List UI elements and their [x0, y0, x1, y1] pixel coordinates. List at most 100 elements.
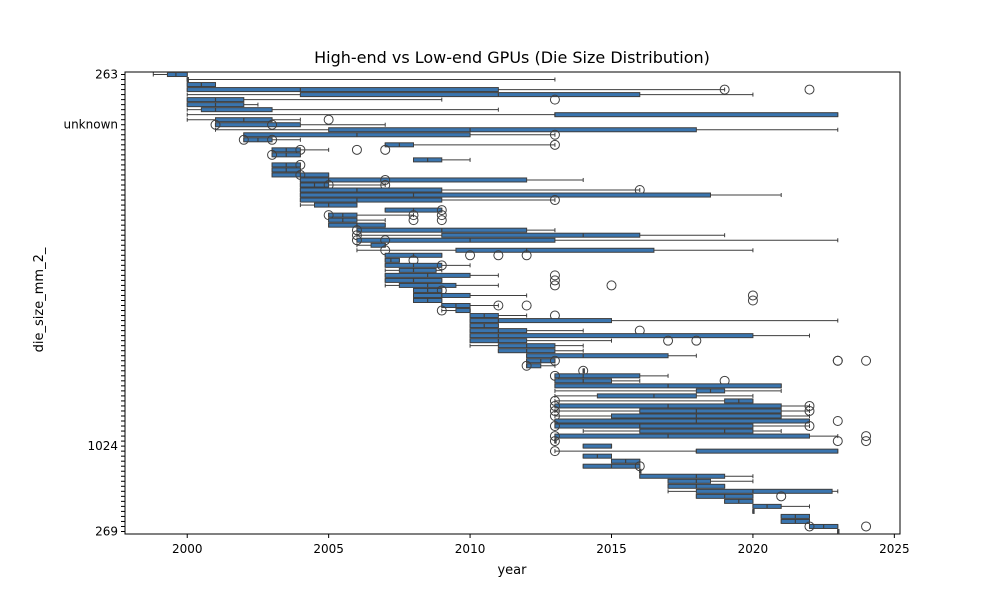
- box-17: [413, 157, 471, 163]
- outlier-point: [549, 421, 560, 432]
- box-33: [351, 235, 839, 246]
- outlier-point: [465, 250, 476, 261]
- box-iqr: [215, 122, 301, 128]
- outlier-point: [747, 295, 758, 306]
- outlier-point: [436, 215, 447, 226]
- box-86: [752, 503, 810, 509]
- x-tick-label-2010: 2010: [455, 542, 486, 556]
- box-iqr: [469, 333, 754, 339]
- x-tick-label-2025: 2025: [879, 542, 910, 556]
- box-26: [299, 202, 358, 208]
- outlier-point: [521, 360, 532, 371]
- box-27: [384, 205, 447, 216]
- box-iqr: [695, 488, 833, 494]
- box-63: [554, 388, 782, 394]
- box-64: [554, 393, 754, 399]
- outlier-point: [832, 436, 843, 447]
- x-tick-label-2005: 2005: [313, 542, 344, 556]
- box-13: [238, 134, 301, 145]
- box-85: [724, 498, 754, 504]
- outlier-point: [861, 355, 872, 366]
- outlier-point: [549, 139, 560, 150]
- outlier-point: [861, 436, 872, 447]
- box-81: [667, 478, 754, 484]
- box-iqr: [299, 192, 711, 198]
- outlier-point: [804, 521, 815, 532]
- box-73: [549, 436, 872, 447]
- outlier-point: [606, 280, 617, 291]
- outlier-point: [267, 149, 278, 160]
- box-11: [215, 127, 839, 133]
- box-83: [667, 488, 839, 494]
- box-iqr: [554, 373, 641, 379]
- box-87: [752, 508, 755, 514]
- outlier-point: [549, 275, 560, 286]
- box-19: [271, 167, 301, 173]
- box-39: [384, 267, 443, 273]
- box-82: [667, 483, 726, 489]
- outlier-point: [549, 280, 560, 291]
- outlier-point: [832, 416, 843, 427]
- box-41: [384, 275, 560, 286]
- outlier-point: [549, 129, 560, 140]
- chart-title: High-end vs Low-end GPUs (Die Size Distr…: [314, 48, 710, 67]
- box-iqr: [639, 428, 754, 434]
- box-9: [186, 114, 334, 125]
- box-40: [384, 270, 560, 281]
- box-iqr: [554, 418, 810, 424]
- box-76: [582, 453, 612, 459]
- box-61: [554, 375, 730, 386]
- box-74: [582, 443, 613, 449]
- box-22: [299, 179, 391, 190]
- x-axis-label: year: [497, 563, 527, 578]
- box-55: [497, 348, 584, 354]
- outlier-point: [663, 335, 674, 346]
- outlier-point: [267, 134, 278, 145]
- box-iqr: [639, 408, 782, 414]
- box-21: [299, 174, 584, 185]
- box-iqr: [186, 87, 499, 93]
- boxes-group: [152, 72, 872, 534]
- outlier-point: [238, 134, 249, 145]
- y-tick-label: 269: [95, 524, 118, 538]
- outlier-point: [408, 210, 419, 221]
- outlier-point: [549, 446, 560, 457]
- box-90: [804, 521, 872, 532]
- outlier-point: [323, 114, 334, 125]
- outlier-point: [436, 305, 447, 316]
- box-67: [549, 405, 815, 416]
- box-iqr: [166, 72, 188, 78]
- box-iqr: [469, 318, 612, 324]
- box-iqr: [441, 232, 641, 238]
- box-iqr: [596, 393, 697, 399]
- box-iqr: [639, 473, 726, 479]
- box-79: [639, 468, 642, 474]
- box-57: [526, 355, 872, 366]
- box-53: [469, 335, 702, 346]
- outlier-point: [267, 119, 278, 130]
- box-44: [413, 290, 758, 301]
- box-25: [299, 195, 560, 206]
- box-45: [413, 295, 758, 306]
- box-30: [328, 222, 386, 228]
- box-0: [152, 72, 188, 78]
- box-29: [328, 215, 447, 226]
- box-12: [243, 129, 560, 140]
- box-6: [186, 102, 259, 108]
- box-77: [610, 458, 641, 464]
- box-14: [384, 139, 560, 150]
- box-91: [837, 528, 840, 534]
- outlier-point: [521, 300, 532, 311]
- box-89: [780, 518, 810, 524]
- y-axis: 263 unknown 1024 269: [63, 68, 125, 538]
- outlier-point: [776, 491, 787, 502]
- box-iqr: [455, 308, 471, 314]
- box-71: [582, 428, 782, 434]
- x-tick-label-2000: 2000: [172, 542, 203, 556]
- outlier-point: [549, 270, 560, 281]
- box-51: [469, 325, 645, 336]
- box-iqr: [384, 257, 400, 263]
- y-tick-label: 1024: [87, 439, 118, 453]
- box-1: [186, 77, 556, 83]
